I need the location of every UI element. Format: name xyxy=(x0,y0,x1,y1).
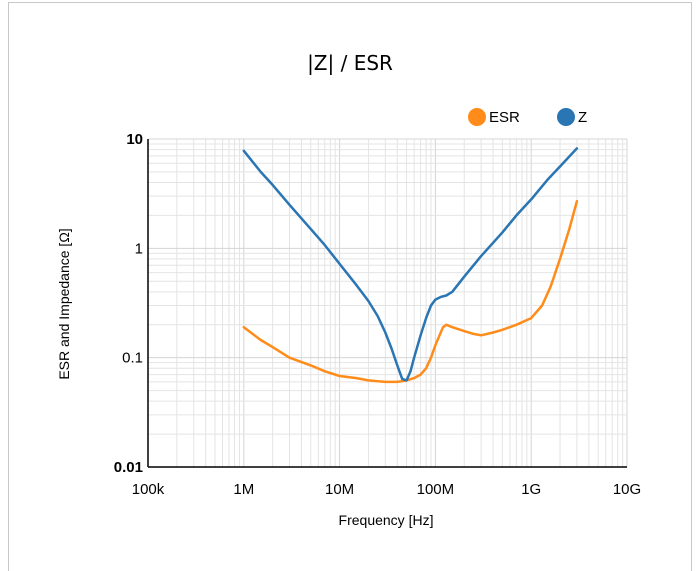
grid xyxy=(147,138,628,468)
legend-label-z: Z xyxy=(578,109,587,126)
tick-labels: 100k 1M 10M 100M 1G 10G 0.01 0.1 1 10 xyxy=(114,131,641,498)
chart-frame xyxy=(8,2,692,571)
series-line-z xyxy=(242,147,579,382)
legend-marker-z xyxy=(557,108,575,126)
y-tick-label: 0.01 xyxy=(114,459,143,476)
chart-title: |Z| / ESR xyxy=(307,51,393,75)
x-tick-label: 10M xyxy=(325,481,354,498)
x-tick-label: 1M xyxy=(233,481,254,498)
legend-marker-esr xyxy=(468,108,486,126)
x-tick-label: 100M xyxy=(417,481,455,498)
x-tick-label: 100k xyxy=(132,481,165,498)
y-tick-label: 10 xyxy=(126,131,143,148)
legend-label-esr: ESR xyxy=(489,109,520,126)
x-axis-label: Frequency [Hz] xyxy=(339,512,434,528)
legend: ESR Z xyxy=(468,108,587,126)
y-tick-label: 0.1 xyxy=(122,350,143,367)
y-tick-label: 1 xyxy=(135,240,143,257)
axes xyxy=(147,139,627,468)
x-tick-label: 10G xyxy=(613,481,641,498)
series-lines xyxy=(242,147,579,384)
series-line-esr xyxy=(242,199,579,384)
y-axis-label: ESR and Impedance [Ω] xyxy=(56,228,72,379)
x-tick-label: 1G xyxy=(521,481,541,498)
